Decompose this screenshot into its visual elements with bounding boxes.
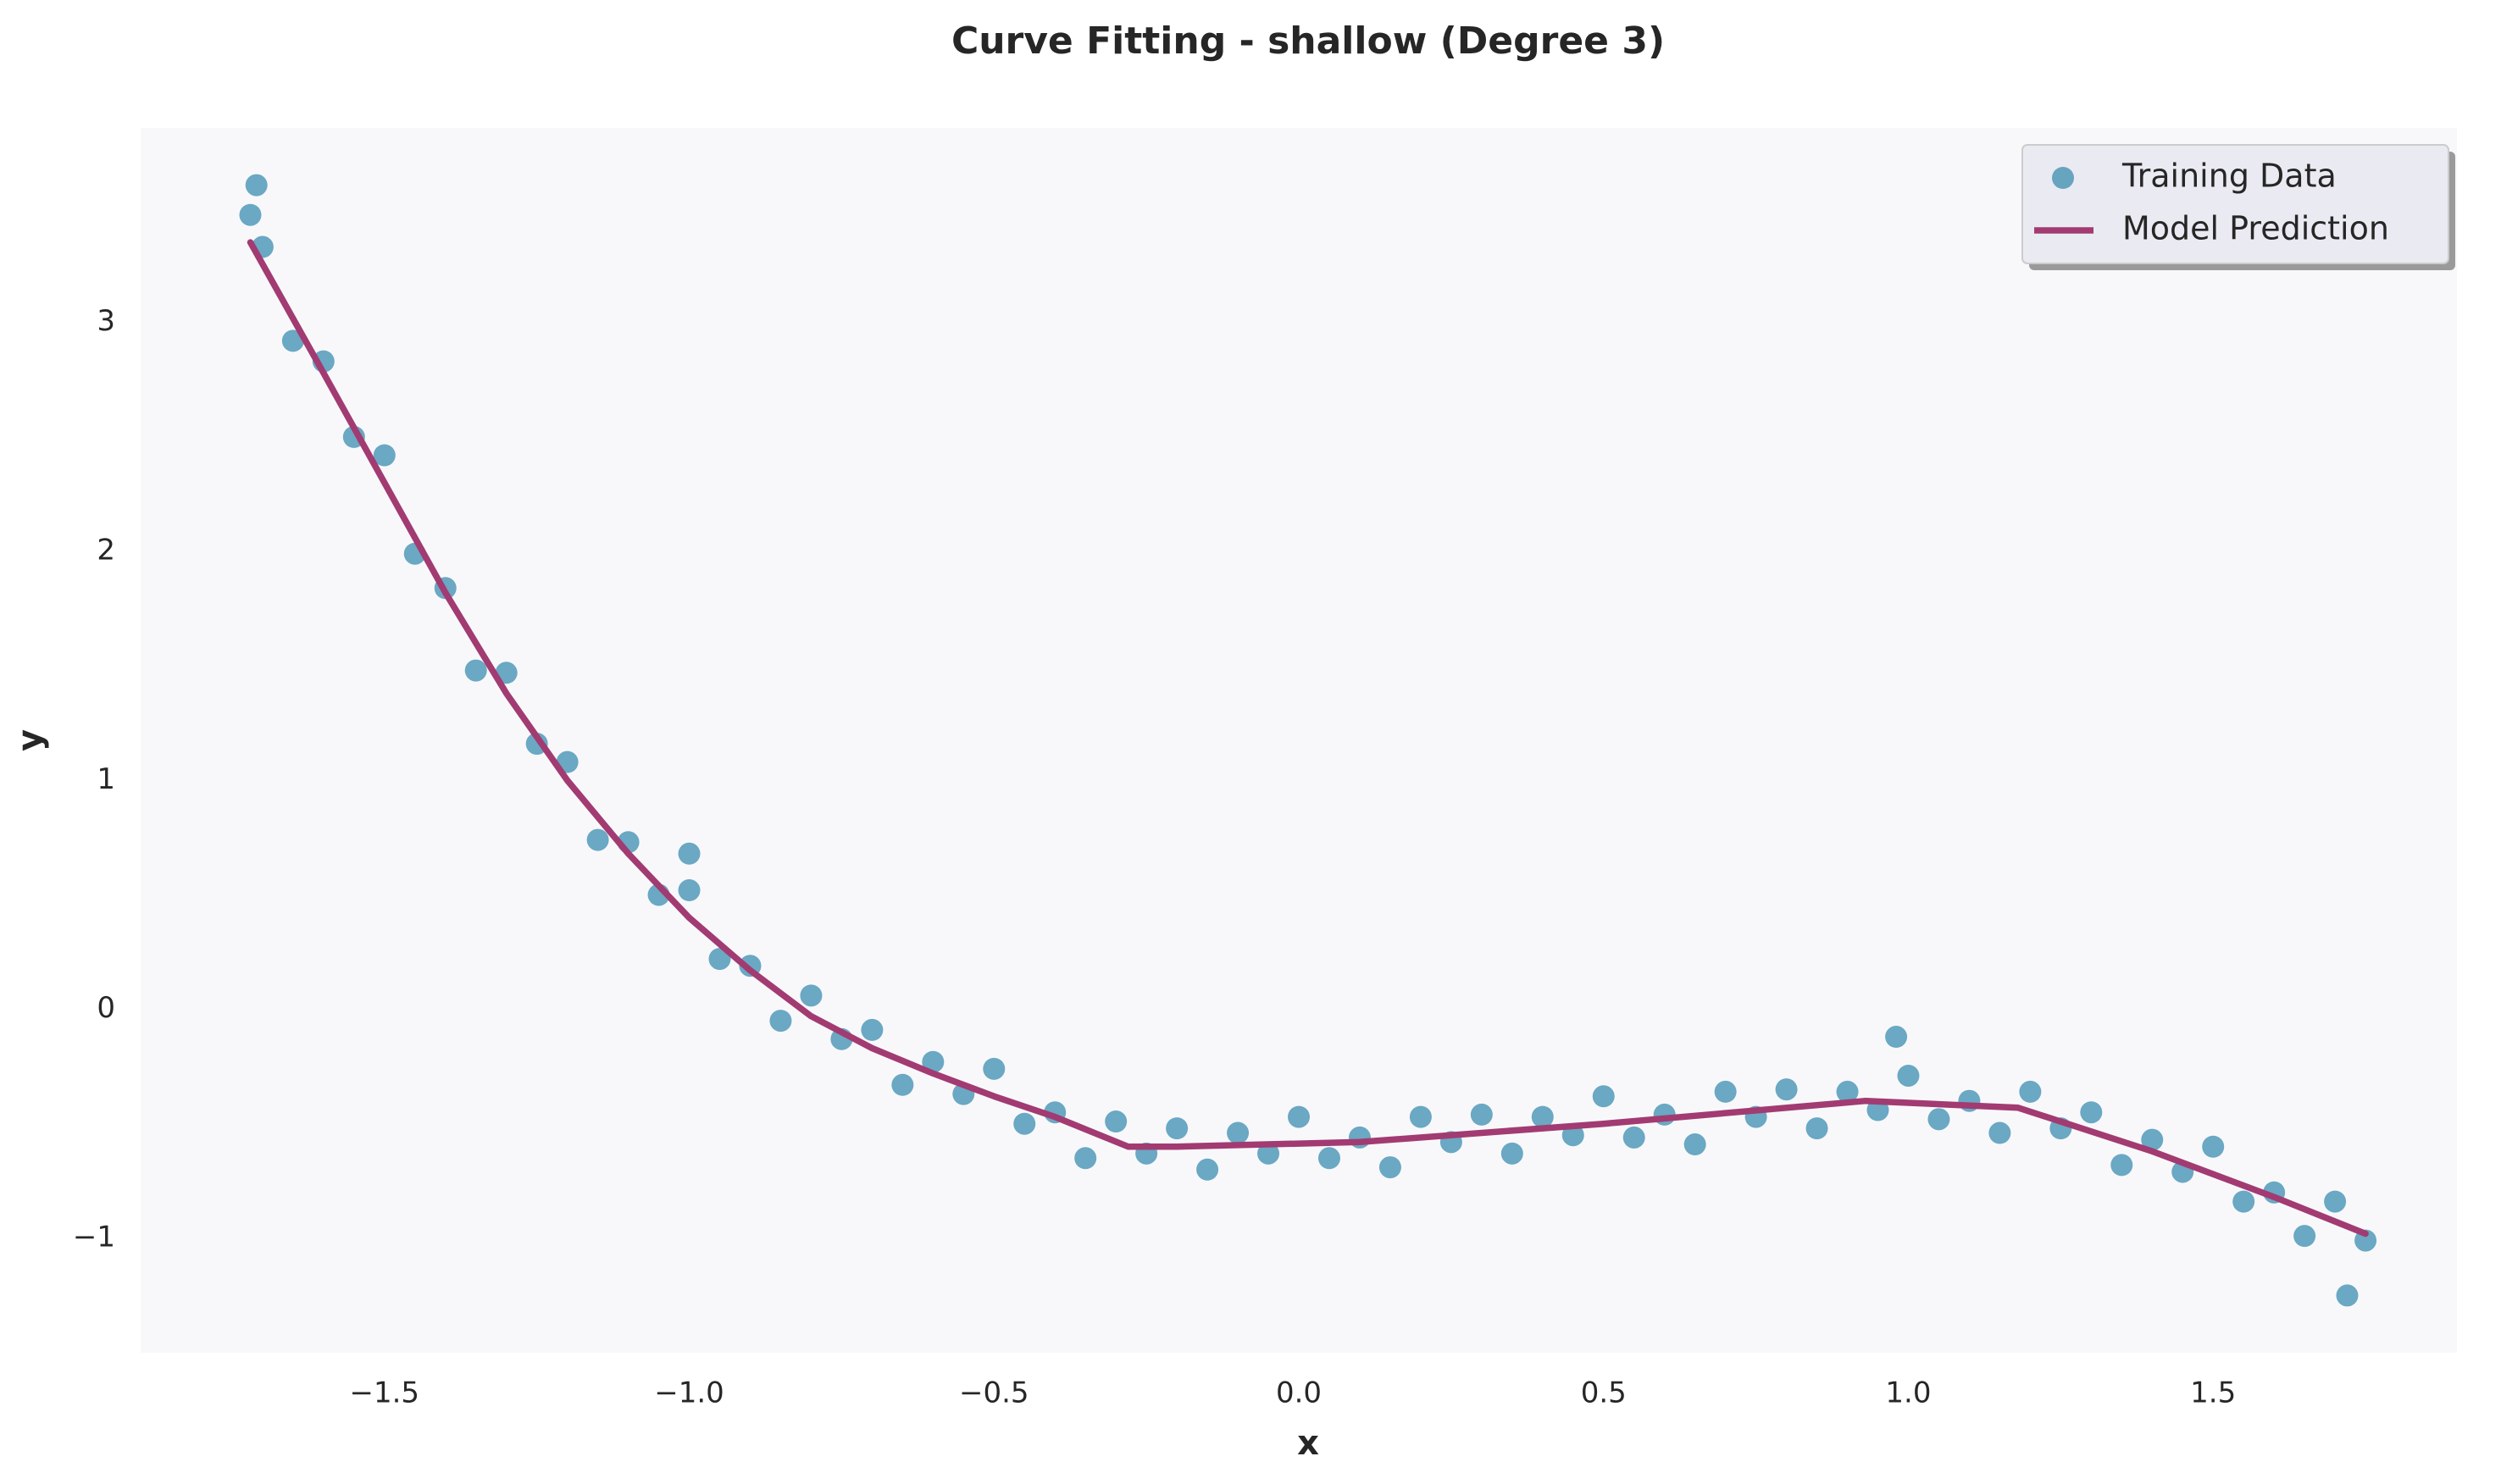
y-tick-label: 2 xyxy=(97,534,115,568)
scatter-point xyxy=(281,329,304,352)
scatter-point xyxy=(1836,1080,1859,1103)
x-tick-label: −0.5 xyxy=(959,1376,1029,1410)
chart-title: Curve Fitting - shallow (Degree 3) xyxy=(951,19,1665,63)
x-tick-label: 1.0 xyxy=(1885,1376,1931,1410)
scatter-point xyxy=(1196,1158,1219,1181)
scatter-point xyxy=(1378,1156,1401,1179)
scatter-point xyxy=(2293,1225,2316,1248)
scatter-point xyxy=(1500,1142,1523,1165)
scatter-point xyxy=(983,1057,1006,1080)
scatter-point xyxy=(678,879,701,902)
scatter-point xyxy=(2202,1135,2225,1158)
x-axis-label: x xyxy=(1297,1424,1319,1463)
scatter-point xyxy=(239,203,262,226)
legend: Training Data Model Prediction xyxy=(2021,144,2455,270)
scatter-point xyxy=(1013,1112,1036,1135)
scatter-point xyxy=(1927,1108,1950,1131)
legend-label: Model Prediction xyxy=(2122,210,2389,247)
y-tick-label: 0 xyxy=(97,991,115,1025)
scatter-point xyxy=(1166,1117,1189,1140)
x-tick-label: −1.0 xyxy=(654,1376,724,1410)
scatter-point xyxy=(1622,1126,1645,1149)
legend-label: Training Data xyxy=(2121,158,2337,195)
legend-box xyxy=(2021,144,2449,264)
x-tick-label: 0.5 xyxy=(1581,1376,1627,1410)
x-tick-label: −1.5 xyxy=(350,1376,420,1410)
scatter-point xyxy=(1683,1133,1706,1156)
scatter-point xyxy=(1409,1105,1432,1128)
scatter-point xyxy=(1592,1085,1615,1108)
scatter-point xyxy=(2354,1229,2377,1252)
prediction-line xyxy=(247,239,2369,1238)
legend-marker xyxy=(2052,167,2074,189)
scatter-point xyxy=(708,948,731,971)
scatter-point xyxy=(2110,1154,2133,1177)
scatter-point xyxy=(2336,1284,2359,1307)
scatter-point xyxy=(2019,1080,2042,1103)
scatter-point xyxy=(1227,1121,1250,1144)
scatter-point xyxy=(2141,1128,2164,1151)
scatter-point xyxy=(1897,1064,1920,1087)
scatter-point xyxy=(2324,1190,2347,1213)
scatter-point xyxy=(464,659,487,682)
scatter-point xyxy=(1714,1080,1737,1103)
scatter-point xyxy=(1288,1105,1310,1128)
plot-area xyxy=(141,128,2457,1353)
scatter-point xyxy=(678,842,701,865)
scatter-point xyxy=(1074,1147,1097,1170)
marks xyxy=(239,174,2377,1307)
scatter-point xyxy=(586,828,609,851)
scatter-point xyxy=(891,1073,914,1096)
scatter-point xyxy=(245,174,268,197)
scatter-point xyxy=(1805,1117,1828,1140)
scatter-point xyxy=(800,984,823,1007)
y-tick-label: 1 xyxy=(97,762,115,796)
scatter-point xyxy=(2080,1101,2103,1124)
scatter-point xyxy=(1988,1121,2011,1144)
y-axis-label: y xyxy=(11,729,50,751)
scatter-point xyxy=(769,1010,792,1033)
y-tick-label: 3 xyxy=(97,304,115,338)
x-tick-label: 1.5 xyxy=(2190,1376,2236,1410)
scatter-point xyxy=(1470,1103,1493,1126)
scatter-point xyxy=(1257,1142,1280,1165)
x-tick-label: 0.0 xyxy=(1276,1376,1322,1410)
scatter-point xyxy=(1885,1026,1908,1049)
scatter-point xyxy=(861,1018,884,1041)
scatter-point xyxy=(1105,1110,1128,1133)
scatter-point xyxy=(1531,1105,1554,1128)
scatter-point xyxy=(373,444,396,467)
scatter-point xyxy=(1561,1124,1584,1147)
y-tick-label: −1 xyxy=(73,1220,115,1254)
scatter-point xyxy=(1317,1147,1340,1170)
scatter-point xyxy=(1775,1078,1798,1101)
scatter-point xyxy=(2232,1190,2255,1213)
scatter-point xyxy=(922,1050,945,1073)
